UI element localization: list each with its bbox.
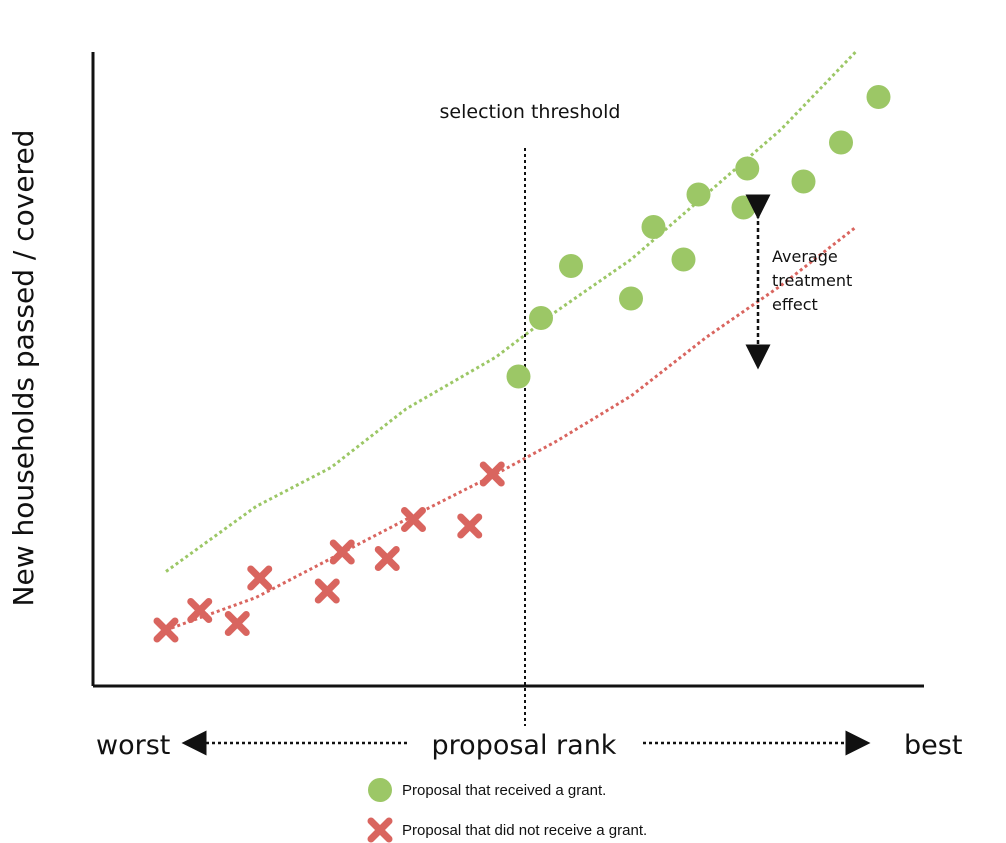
grant-point	[731, 195, 756, 220]
x-axis-worst-label: worst	[96, 730, 170, 761]
no-grant-point	[153, 617, 179, 643]
grant-point	[735, 156, 760, 181]
legend-grant-marker	[368, 778, 392, 802]
no-grant-point	[329, 539, 355, 565]
no-grant-point	[457, 513, 483, 539]
no-grant-point	[479, 461, 505, 487]
x-axis-best-label: best	[904, 730, 962, 761]
grant-point	[641, 215, 666, 239]
grant-point	[506, 364, 531, 389]
grant-point	[791, 169, 816, 194]
grant-point	[619, 286, 643, 311]
no-grant-point	[314, 578, 340, 604]
no-grant-point	[374, 546, 400, 571]
no-grant-point	[187, 598, 213, 623]
grant-point	[686, 182, 711, 207]
legend-no-grant-marker	[367, 817, 393, 843]
x-axis-direction: worst proposal rank best	[96, 730, 962, 761]
annotation-line-1: Average	[772, 247, 838, 266]
grant-point	[866, 85, 891, 109]
no-grant-point	[247, 565, 273, 591]
treatment-effect-annotation: Average treatment effect	[745, 194, 852, 370]
legend-grant-label: Proposal that received a grant.	[402, 782, 606, 799]
no-grant-point	[224, 611, 250, 636]
grant-point	[829, 130, 853, 155]
no-grant-point	[401, 507, 426, 532]
threshold-label: selection threshold	[440, 101, 621, 123]
data-points	[153, 85, 891, 643]
annotation-line-2: treatment	[772, 271, 852, 290]
legend-no-grant-label: Proposal that did not receive a grant.	[402, 822, 647, 839]
trend-lines	[165, 50, 858, 632]
legend: Proposal that received a grant. Proposal…	[367, 778, 647, 843]
annotation-line-3: effect	[772, 295, 818, 314]
grant-point	[559, 254, 583, 278]
y-axis-label: New households passed / covered	[7, 130, 40, 607]
x-axis-label: proposal rank	[432, 730, 617, 761]
grant-point	[671, 247, 696, 272]
axes	[91, 52, 924, 688]
trend-line-no-grant	[165, 225, 857, 632]
trend-line-grant	[165, 50, 858, 573]
grant-point	[529, 306, 553, 330]
